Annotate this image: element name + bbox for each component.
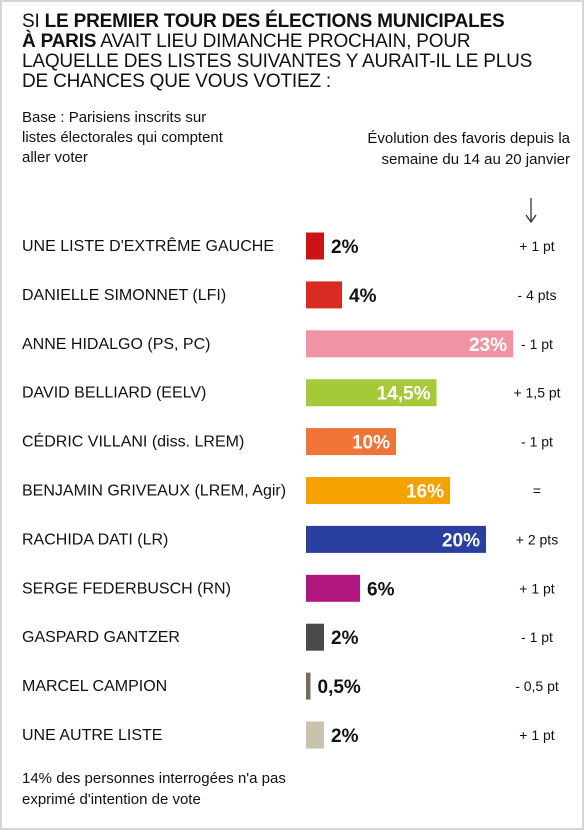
bar-row: ANNE HIDALGO (PS, PC) 23% - 1 pt xyxy=(22,330,553,358)
chart-title: SI LE PREMIER TOUR DES ÉLECTIONS MUNICIP… xyxy=(22,12,562,92)
category-label: DANIELLE SIMONNET (LFI) xyxy=(22,287,226,304)
footnote: 14% des personnes interrogées n'a pas ex… xyxy=(22,770,286,808)
category-label: BENJAMIN GRIVEAUX (LREM, Agir) xyxy=(22,483,286,500)
bar xyxy=(306,477,450,504)
category-label: UNE LISTE D'EXTRÊME GAUCHE xyxy=(22,236,274,255)
value-label: 14,5% xyxy=(377,384,431,405)
evolution-label: - 0,5 pt xyxy=(515,678,559,694)
category-label: GASPARD GANTZER xyxy=(22,629,180,646)
evolution-label: + 1,5 pt xyxy=(513,385,560,401)
value-label: 20% xyxy=(442,530,480,551)
bar xyxy=(306,525,486,553)
evolution-header: Évolution des favoris depuis la semaine … xyxy=(367,130,570,168)
value-label: 16% xyxy=(406,482,444,503)
evolution-label: - 1 pt xyxy=(521,336,553,352)
bar-row: DAVID BELLIARD (EELV) 14,5% + 1,5 pt xyxy=(22,379,561,407)
bar xyxy=(306,672,311,700)
value-label: 0,5% xyxy=(318,677,361,698)
bar xyxy=(306,623,324,651)
evolution-label: + 1 pt xyxy=(519,727,555,743)
evolution-label: = xyxy=(533,483,541,499)
bar-row: CÉDRIC VILLANI (diss. LREM) 10% - 1 pt xyxy=(22,428,553,456)
bar-row: MARCEL CAMPION 0,5% - 0,5 pt xyxy=(22,672,559,700)
evolution-label: + 1 pt xyxy=(519,238,555,254)
category-label: MARCEL CAMPION xyxy=(22,678,167,695)
value-label: 10% xyxy=(352,433,390,454)
value-label: 6% xyxy=(367,579,395,600)
bar-row: GASPARD GANTZER 2% - 1 pt xyxy=(22,623,553,651)
title-prefix: SI xyxy=(22,11,45,32)
value-label: 2% xyxy=(331,628,359,649)
down-arrow-icon xyxy=(525,198,537,224)
value-label: 2% xyxy=(331,726,359,747)
title-bold-2: À PARIS xyxy=(22,31,97,52)
bar xyxy=(306,574,360,602)
evolution-label: + 1 pt xyxy=(519,580,555,596)
category-label: UNE AUTRE LISTE xyxy=(22,727,162,744)
bar xyxy=(306,232,324,260)
category-label: SERGE FEDERBUSCH (RN) xyxy=(22,580,231,597)
bar xyxy=(306,721,324,749)
evolution-label: + 2 pts xyxy=(516,531,558,547)
evolution-label: - 1 pt xyxy=(521,629,553,645)
bar xyxy=(306,428,396,456)
bar xyxy=(306,379,437,407)
category-label: CÉDRIC VILLANI (diss. LREM) xyxy=(22,432,244,451)
category-label: RACHIDA DATI (LR) xyxy=(22,531,168,548)
bar-row: UNE AUTRE LISTE 2% + 1 pt xyxy=(22,721,555,749)
bar-row: SERGE FEDERBUSCH (RN) 6% + 1 pt xyxy=(22,574,555,602)
value-label: 23% xyxy=(469,335,507,356)
category-label: ANNE HIDALGO (PS, PC) xyxy=(22,336,210,353)
title-bold-1: LE PREMIER TOUR DES ÉLECTIONS MUNICIPALE… xyxy=(44,11,505,32)
base-note: Base : Parisiens inscrits sur listes éle… xyxy=(22,109,223,166)
category-label: DAVID BELLIARD (EELV) xyxy=(22,385,206,402)
bar-row: RACHIDA DATI (LR) 20% + 2 pts xyxy=(22,525,558,553)
evolution-label: - 4 pts xyxy=(518,287,557,303)
bar-row: UNE LISTE D'EXTRÊME GAUCHE 2% + 1 pt xyxy=(22,232,555,260)
evolution-label: - 1 pt xyxy=(521,434,553,450)
bar-row: DANIELLE SIMONNET (LFI) 4% - 4 pts xyxy=(22,281,557,309)
bar-row: BENJAMIN GRIVEAUX (LREM, Agir) 16% = xyxy=(22,477,541,504)
bar xyxy=(306,330,513,358)
title-rest: AVAIT LIEU DIMANCHE PROCHAIN, POUR LAQUE… xyxy=(22,31,533,92)
value-label: 2% xyxy=(331,237,359,258)
bar xyxy=(306,281,342,309)
value-label: 4% xyxy=(349,286,377,307)
